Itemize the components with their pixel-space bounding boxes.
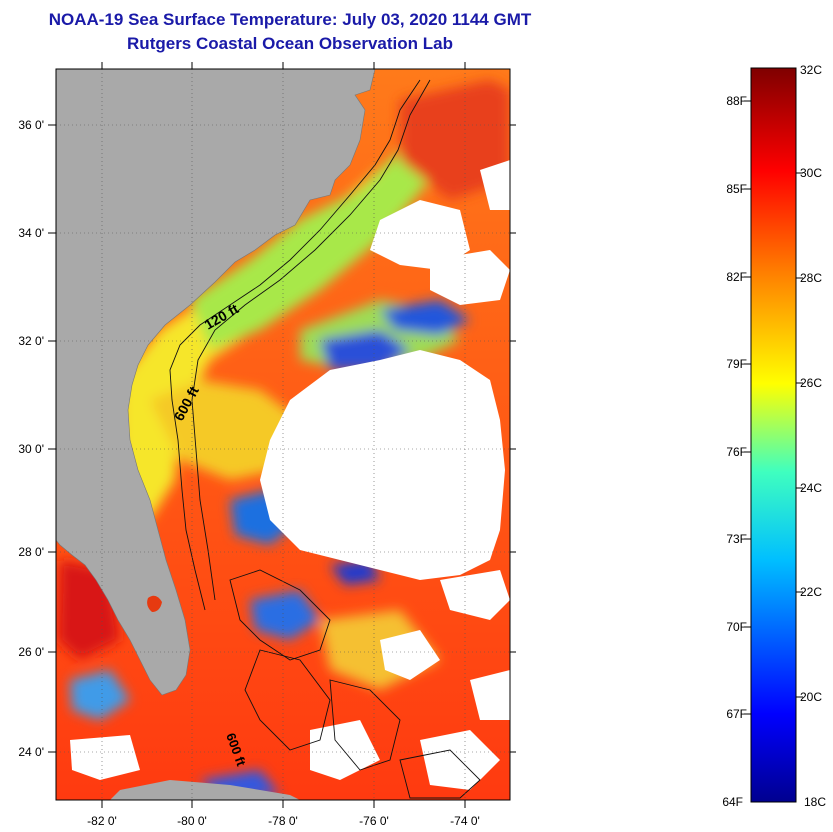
lon-label: -80 0' [177,814,207,828]
lat-label: 34 0' [18,226,44,240]
colorbar-fahrenheit-label: 85F [726,182,747,196]
sst-image-area: 120 ft 600 ft 600 ft [56,69,510,800]
longitude-labels: -82 0' -80 0' -78 0' -76 0' -74 0' [87,814,480,828]
lat-label: 28 0' [18,545,44,559]
lat-label: 24 0' [18,745,44,759]
lon-label: -78 0' [268,814,298,828]
temperature-colorbar: 32C 30C 28C 26C 24C 22C 20C 18C 88F 85F … [722,63,826,809]
land-mass [56,69,376,696]
cloud-mask [70,160,510,790]
latitude-labels: 36 0' 34 0' 32 0' 30 0' 28 0' 26 0' 24 0… [18,118,44,759]
colorbar-fahrenheit-label: 67F [726,707,747,721]
lon-label: -82 0' [87,814,117,828]
colorbar-fahrenheit-label: 70F [726,620,747,634]
lat-label: 26 0' [18,645,44,659]
map-subtitle: Rutgers Coastal Ocean Observation Lab [127,34,453,53]
lake-okeechobee [147,595,162,612]
colorbar-celsius-label: 32C [800,63,822,77]
colorbar-fahrenheit-label: 76F [726,445,747,459]
colorbar-celsius-label: 30C [800,166,822,180]
colorbar-fahrenheit-label: 79F [726,357,747,371]
colorbar-gradient [750,67,797,803]
lon-label: -76 0' [359,814,389,828]
colorbar-celsius-label: 28C [800,271,822,285]
colorbar-celsius-label: 20C [800,690,822,704]
lon-label: -74 0' [450,814,480,828]
colorbar-celsius-label: 26C [800,376,822,390]
colorbar-celsius-label: 22C [800,585,822,599]
colorbar-fahrenheit-label: 82F [726,270,747,284]
map-title: NOAA-19 Sea Surface Temperature: July 03… [48,10,532,29]
colorbar-celsius-label: 24C [800,481,822,495]
lat-label: 36 0' [18,118,44,132]
colorbar-fahrenheit-label: 64F [722,795,743,809]
depth-contours [169,79,481,799]
colorbar-fahrenheit-label: 73F [726,532,747,546]
axis-ticks [48,62,516,808]
cuba-coast [110,780,300,800]
colorbar-celsius-label: 18C [804,795,826,809]
colorbar-ticks [744,100,803,715]
lat-label: 32 0' [18,334,44,348]
lat-label: 30 0' [18,442,44,456]
colorbar-fahrenheit-label: 88F [726,94,747,108]
